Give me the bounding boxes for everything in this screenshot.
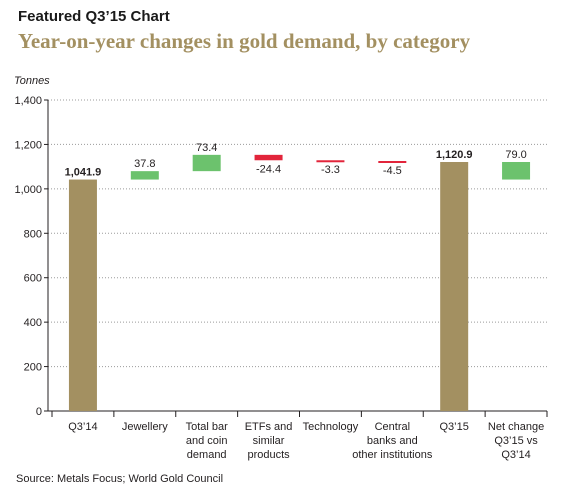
y-tick-label: 1,000 <box>14 184 42 196</box>
x-category-label: other institutions <box>352 449 433 461</box>
y-axis-label: Tonnes <box>14 75 50 87</box>
y-tick-label: 600 <box>24 273 42 285</box>
bar-increase <box>502 162 531 180</box>
x-category-label: Total bar <box>186 421 229 433</box>
bar-increase <box>130 171 159 180</box>
featured-chart-label: Featured Q3’15 Chart <box>18 8 170 25</box>
x-category-label: Q3’15 <box>440 421 469 433</box>
y-tick-label: 0 <box>36 406 42 418</box>
y-tick-label: 1,200 <box>14 139 42 151</box>
bar-decrease <box>378 161 407 164</box>
y-tick-label: 400 <box>24 317 42 329</box>
bar-increase <box>192 154 221 172</box>
y-tick-label: 1,400 <box>14 95 42 107</box>
chart-source: Source: Metals Focus; World Gold Council <box>16 473 223 485</box>
x-category-label: ETFs and <box>245 421 293 433</box>
bar-value-label: -24.4 <box>256 163 281 175</box>
x-category-label: products <box>247 449 290 461</box>
x-category-label: Q3’14 <box>68 421 97 433</box>
x-category-label: and coin <box>186 435 228 447</box>
x-category-label: Jewellery <box>122 421 168 433</box>
x-category-label: Q3’15 vs <box>494 435 538 447</box>
x-category-label: similar <box>253 435 285 447</box>
bar-value-label: 1,041.9 <box>65 167 102 179</box>
bar-total <box>440 162 469 411</box>
x-category-label: Central <box>375 421 410 433</box>
x-category-label: Technology <box>303 421 359 433</box>
bar-decrease <box>254 154 283 161</box>
chart-area: Tonnes 0 200 400 600 800 1,000 1,200 1,400 1,041.… <box>0 70 577 470</box>
x-category-label: demand <box>187 449 227 461</box>
bar-value-label: 1,120.9 <box>436 149 473 161</box>
bar-value-label: 79.0 <box>505 149 526 161</box>
x-category-label: Net change <box>488 421 544 433</box>
bar-value-label: -3.3 <box>321 164 340 176</box>
bar-total <box>68 179 97 411</box>
bar-value-label: 73.4 <box>196 142 217 154</box>
y-tick-label: 200 <box>24 362 42 374</box>
x-category-label: banks and <box>367 435 418 447</box>
waterfall-chart: Tonnes 0 200 400 600 800 1,000 1,200 1,400 1,041.… <box>14 75 548 461</box>
y-tick-label: 800 <box>24 228 42 240</box>
bar-decrease <box>316 160 345 163</box>
bar-value-label: 37.8 <box>134 158 155 170</box>
source-text: Source: Metals Focus; World Gold Council <box>16 473 224 485</box>
x-category-label: Q3’14 <box>501 449 530 461</box>
bar-value-label: -4.5 <box>383 165 402 177</box>
chart-title: Year-on-year changes in gold demand, by … <box>18 29 471 53</box>
